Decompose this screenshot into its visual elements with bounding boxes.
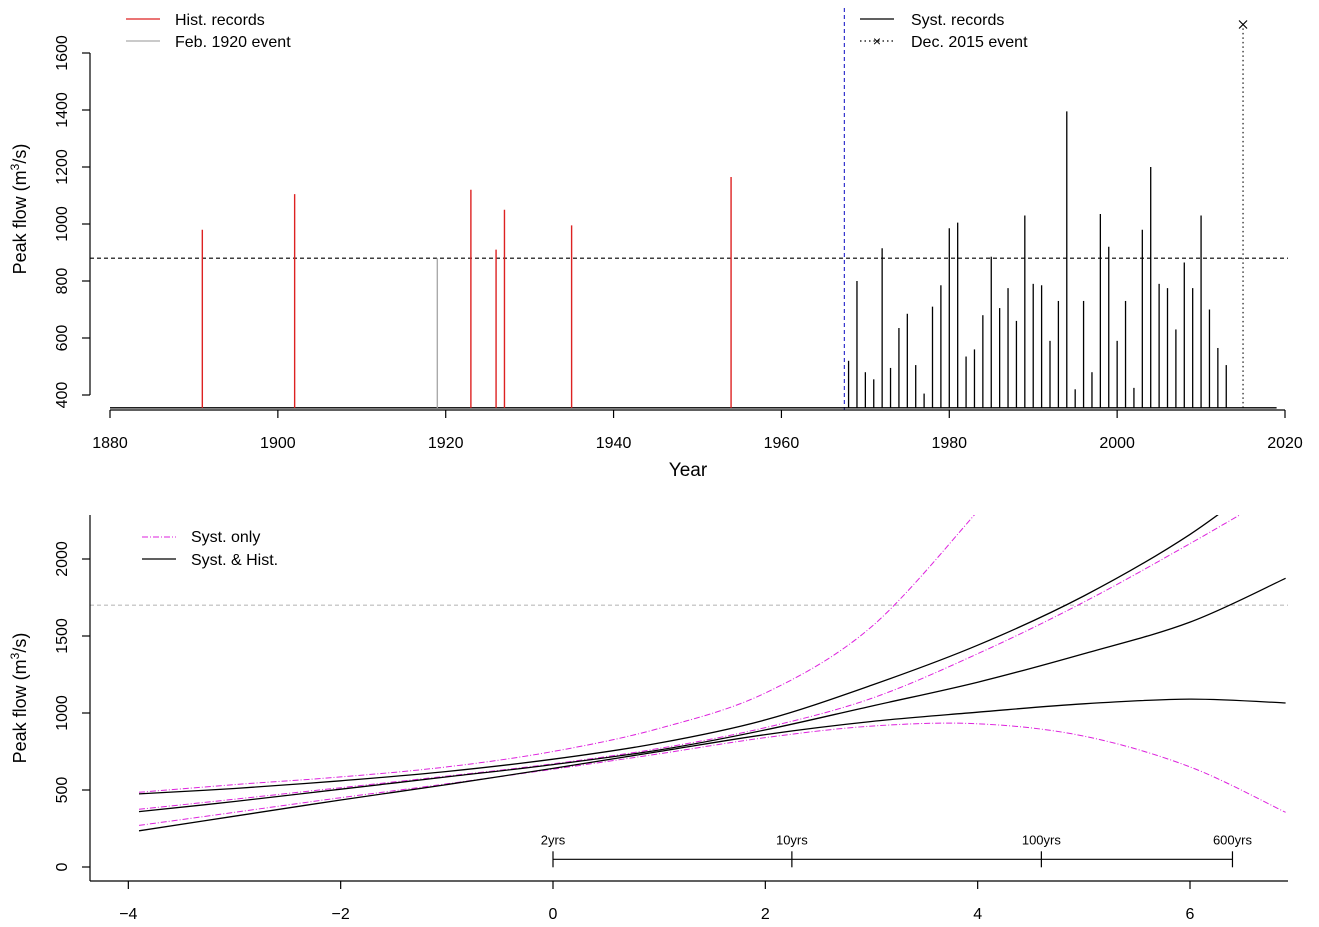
top-y-axis-label: Peak flow (m3/s)	[8, 144, 30, 275]
bottom-y-tick-label: 1000	[54, 695, 71, 731]
bottom-chart-panel: 2yrs 10yrs 100yrs 600yrs −4 −2 0 2 4 6 0 500 1000 15…	[8, 515, 1288, 923]
syst-hist-curve	[138, 515, 1219, 795]
top-legend-left: Hist. records Feb. 1920 event	[126, 12, 291, 51]
top-x-tick-label: 1920	[428, 435, 464, 452]
top-x-tick-label: 2000	[1099, 435, 1135, 452]
legend-syst-only-label: Syst. only	[191, 529, 260, 546]
syst-only-curve	[138, 515, 976, 793]
top-y-tick-label: 600	[54, 325, 71, 352]
top-axes: 1880 1900 1920 1940 1960 1980 2000 2020 400 600 80…	[54, 35, 1303, 452]
bottom-y-tick-label: 1500	[54, 618, 71, 654]
bottom-x-tick-label: 2	[761, 906, 770, 923]
return-period-label: 100yrs	[1022, 832, 1062, 847]
top-legend-right: Syst. records × Dec. 2015 event	[860, 12, 1028, 51]
top-y-tick-label: 1600	[54, 35, 71, 71]
top-x-tick-label: 1900	[260, 435, 296, 452]
top-x-axis-label: Year	[669, 460, 708, 481]
bottom-y-tick-label: 500	[54, 777, 71, 804]
bottom-x-tick-label: −4	[119, 906, 137, 923]
return-period-label: 10yrs	[776, 832, 808, 847]
bottom-x-tick-label: 4	[973, 906, 982, 923]
legend-feb1920-label: Feb. 1920 event	[175, 34, 291, 51]
bottom-plot-area: 2yrs 10yrs 100yrs 600yrs	[90, 515, 1288, 868]
legend-dec2015-label: Dec. 2015 event	[911, 34, 1028, 51]
bottom-y-axis-label: Peak flow (m3/s)	[8, 633, 30, 764]
top-chart-panel: 1880 1900 1920 1940 1960 1980 2000 2020 400 600 80…	[8, 8, 1303, 481]
syst-only-curve	[138, 515, 1241, 810]
bottom-y-tick-label: 0	[54, 862, 71, 871]
top-x-tick-label: 1980	[931, 435, 967, 452]
bottom-x-tick-label: 0	[549, 906, 558, 923]
top-x-tick-label: 1940	[596, 435, 632, 452]
syst-hist-curve	[138, 577, 1286, 813]
return-period-label: 600yrs	[1213, 832, 1253, 847]
top-y-tick-label: 400	[54, 382, 71, 409]
top-x-tick-label: 1880	[92, 435, 128, 452]
dec2015-marker	[1238, 20, 1248, 29]
legend-syst-hist-label: Syst. & Hist.	[191, 552, 278, 569]
return-period-label: 2yrs	[541, 832, 566, 847]
bottom-y-tick-label: 2000	[54, 541, 71, 577]
bottom-x-tick-label: −2	[332, 906, 350, 923]
legend-hist-label: Hist. records	[175, 12, 265, 29]
syst-hist-curve	[138, 698, 1286, 832]
top-x-tick-label: 2020	[1267, 435, 1303, 452]
bottom-axes: −4 −2 0 2 4 6 0 500 1000 1500 2000	[54, 515, 1288, 923]
syst-only-curve	[138, 722, 1286, 826]
bottom-x-tick-label: 6	[1186, 906, 1195, 923]
legend-syst-label: Syst. records	[911, 12, 1004, 29]
top-y-tick-label: 800	[54, 268, 71, 295]
top-y-tick-label: 1400	[54, 92, 71, 128]
legend-dec2015-marker: ×	[873, 33, 881, 49]
top-y-tick-label: 1200	[54, 149, 71, 185]
bottom-legend: Syst. only Syst. & Hist.	[142, 529, 278, 569]
top-y-tick-label: 1000	[54, 206, 71, 242]
top-plot-area	[90, 8, 1288, 410]
top-x-tick-label: 1960	[764, 435, 800, 452]
